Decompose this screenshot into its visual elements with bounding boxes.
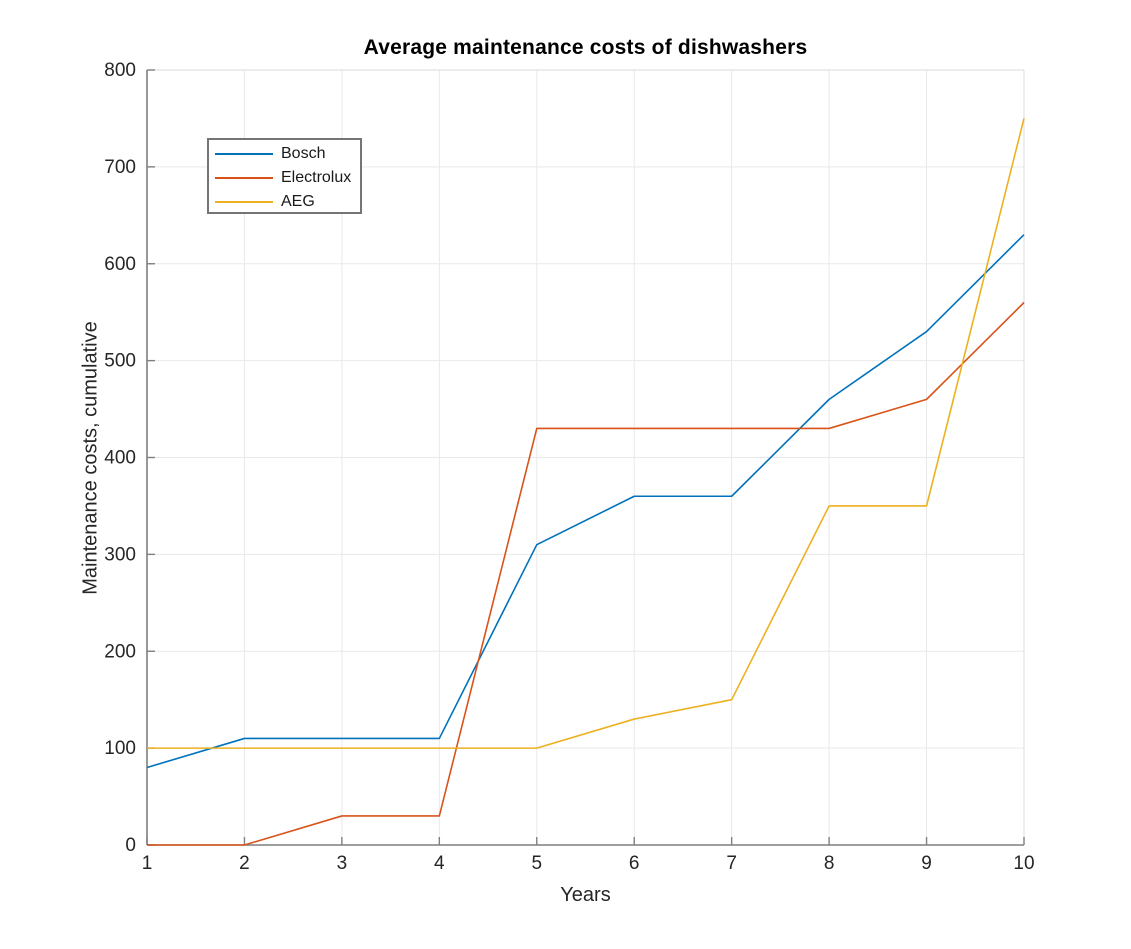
x-tick-label: 7	[726, 853, 737, 874]
legend-line-sample	[215, 201, 273, 203]
chart-title: Average maintenance costs of dishwashers	[363, 36, 808, 59]
y-tick-label: 700	[104, 157, 136, 178]
series-line-bosch	[146, 234, 1025, 769]
x-tick-label: 6	[629, 853, 640, 874]
x-tick-label: 9	[921, 853, 932, 874]
legend-line-sample	[215, 177, 273, 179]
x-tick-label: 5	[531, 853, 542, 874]
x-axis-label: Years	[560, 884, 611, 906]
y-tick-label: 300	[104, 544, 136, 565]
y-tick-label: 400	[104, 448, 136, 469]
legend-label: Bosch	[281, 145, 326, 162]
y-tick-label: 200	[104, 641, 136, 662]
data-series-lines	[146, 118, 1025, 846]
x-tick-label: 1	[142, 853, 153, 874]
y-axis-label: Maintenance costs, cumulative	[79, 321, 102, 595]
y-tick-label: 600	[104, 254, 136, 275]
series-line-aeg	[147, 118, 1025, 749]
legend-box: Bosch Electrolux AEG	[207, 138, 362, 214]
y-tick-label: 100	[104, 738, 136, 759]
x-tick-label: 3	[337, 853, 348, 874]
x-tick-label: 10	[1013, 853, 1034, 874]
y-tick-label: 0	[125, 835, 136, 856]
x-tick-label: 4	[434, 853, 445, 874]
x-tick-label: 8	[824, 853, 835, 874]
y-tick-label: 800	[104, 60, 136, 81]
legend-entry-aeg: AEG	[209, 190, 360, 214]
legend-entry-electrolux: Electrolux	[209, 166, 360, 190]
legend-line-sample	[215, 153, 273, 155]
x-tick-label: 2	[239, 853, 250, 874]
legend-entry-bosch: Bosch	[209, 142, 360, 166]
plot-box-border	[147, 69, 1025, 845]
legend-label: AEG	[281, 193, 315, 210]
y-tick-label: 500	[104, 351, 136, 372]
legend-label: Electrolux	[281, 169, 352, 186]
series-line-electrolux	[147, 301, 1025, 846]
